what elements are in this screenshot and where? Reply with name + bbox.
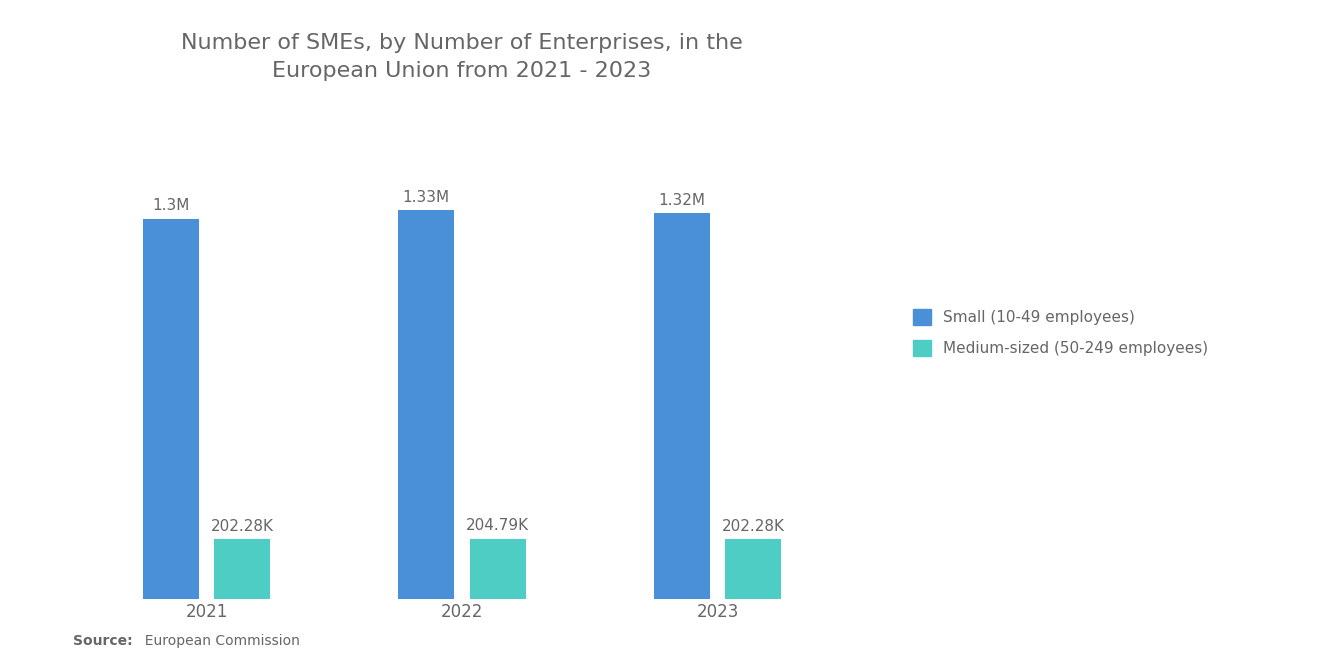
Bar: [214, 539, 271, 598]
Text: 202.28K: 202.28K: [722, 519, 785, 533]
Bar: [399, 211, 454, 598]
Text: 1.33M: 1.33M: [403, 190, 450, 205]
Bar: [143, 219, 199, 599]
Text: Source:: Source:: [73, 634, 132, 648]
Text: 1.3M: 1.3M: [152, 198, 190, 213]
Bar: [653, 213, 710, 598]
Text: 1.32M: 1.32M: [659, 193, 705, 207]
Bar: [725, 539, 781, 598]
Text: European Commission: European Commission: [136, 634, 300, 648]
Bar: [470, 539, 525, 599]
Text: 204.79K: 204.79K: [466, 518, 529, 533]
Legend: Small (10-49 employees), Medium-sized (50-249 employees): Small (10-49 employees), Medium-sized (5…: [906, 301, 1216, 364]
Text: 202.28K: 202.28K: [211, 519, 273, 533]
Text: Number of SMEs, by Number of Enterprises, in the
European Union from 2021 - 2023: Number of SMEs, by Number of Enterprises…: [181, 33, 743, 81]
